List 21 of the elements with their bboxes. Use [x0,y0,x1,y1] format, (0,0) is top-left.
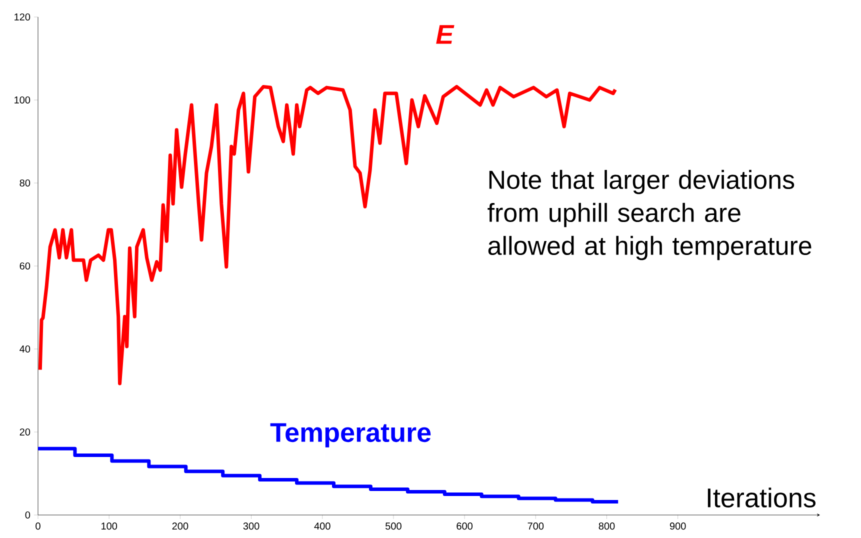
x-tick-label: 100 [102,522,118,530]
x-tick-label: 500 [386,522,402,530]
x-tick-label: 900 [670,522,686,530]
series-label: Temperature [270,423,431,448]
x-tick-label: 300 [243,522,260,530]
y-tick-label: 20 [20,428,30,436]
x-tick-label: 700 [528,522,544,530]
y-tick-label: 80 [20,179,30,187]
x-tick-label: 600 [456,522,473,530]
x-tick-label: 800 [598,522,615,530]
series-label: E [436,25,454,44]
x-tick-label: 0 [36,522,40,530]
x-tick-label: 200 [172,522,188,530]
y-tick-label: 120 [14,13,30,21]
y-tick-label: 40 [20,345,30,353]
y-tick-label: 60 [20,262,30,270]
x-axis-title: Iterations [708,488,816,508]
y-tick-label: 100 [14,96,30,104]
annotation: Note that larger deviations from uphill search are allowed at high temperature [488,170,812,260]
y-tick-label: 0 [25,511,30,519]
x-tick-label: 400 [314,522,330,530]
